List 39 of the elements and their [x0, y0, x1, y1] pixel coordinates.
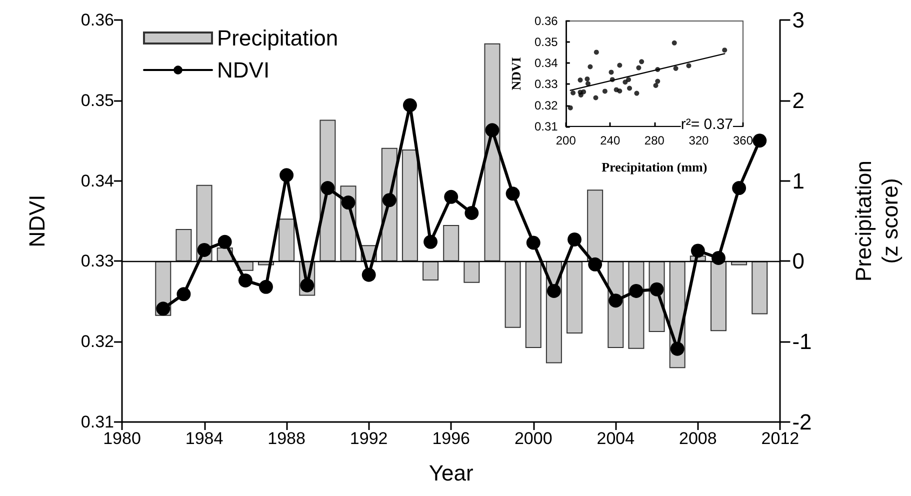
x-axis-title: Year	[428, 460, 474, 486]
x-tick-label: 1992	[350, 429, 388, 448]
x-tick-label: 320	[688, 133, 710, 148]
x-tick-label: 2000	[514, 429, 552, 448]
y-tick-label: 0.32	[534, 98, 558, 112]
y-tick-label: 0.31	[80, 412, 114, 432]
legend-label: Precipitation	[217, 26, 338, 50]
y-tick-label: 0.35	[80, 90, 114, 110]
y-tick-label: 0.35	[534, 35, 558, 50]
y-tick-label: 0.33	[534, 77, 558, 92]
y-axis-title: NDVI	[508, 57, 524, 90]
x-tick-label: 1984	[185, 429, 224, 448]
y-axis-title: NDVI	[24, 194, 50, 248]
y2-tick-label: 0	[792, 248, 804, 274]
y2-tick-label: -1	[792, 329, 812, 354]
y2-axis-title: Precipitation (z score)	[850, 160, 902, 282]
y-tick-label: 0.33	[80, 252, 114, 271]
y-tick-label: 0.36	[80, 10, 114, 30]
x-tick-label: 1996	[432, 429, 470, 448]
x-tick-label: 2004	[596, 429, 635, 448]
legend-label: NDVI	[217, 58, 270, 82]
x-tick-label: 1988	[268, 429, 306, 448]
x-tick-label: 240	[600, 133, 620, 148]
x-tick-label: 280	[644, 133, 665, 148]
x-tick-label: 2012	[761, 429, 800, 448]
y-tick-label: 0.36	[534, 14, 558, 28]
y-tick-label: 0.34	[80, 171, 114, 190]
x-tick-label: 360	[732, 133, 754, 148]
annotation: r²= 0.37	[680, 116, 734, 133]
y2-tick-label: 3	[792, 8, 804, 32]
y2-tick-label: 2	[792, 88, 804, 113]
y-tick-label: 0.34	[534, 56, 558, 70]
y-tick-label: 0.32	[80, 332, 114, 352]
x-tick-label: 1980	[103, 429, 141, 448]
x-tick-label: 200	[556, 133, 576, 148]
y-tick-label: 0.31	[534, 119, 558, 134]
y2-tick-label: 1	[792, 168, 804, 194]
x-tick-label: 2008	[679, 429, 717, 448]
x-axis-title: Precipitation (mm)	[602, 160, 708, 175]
